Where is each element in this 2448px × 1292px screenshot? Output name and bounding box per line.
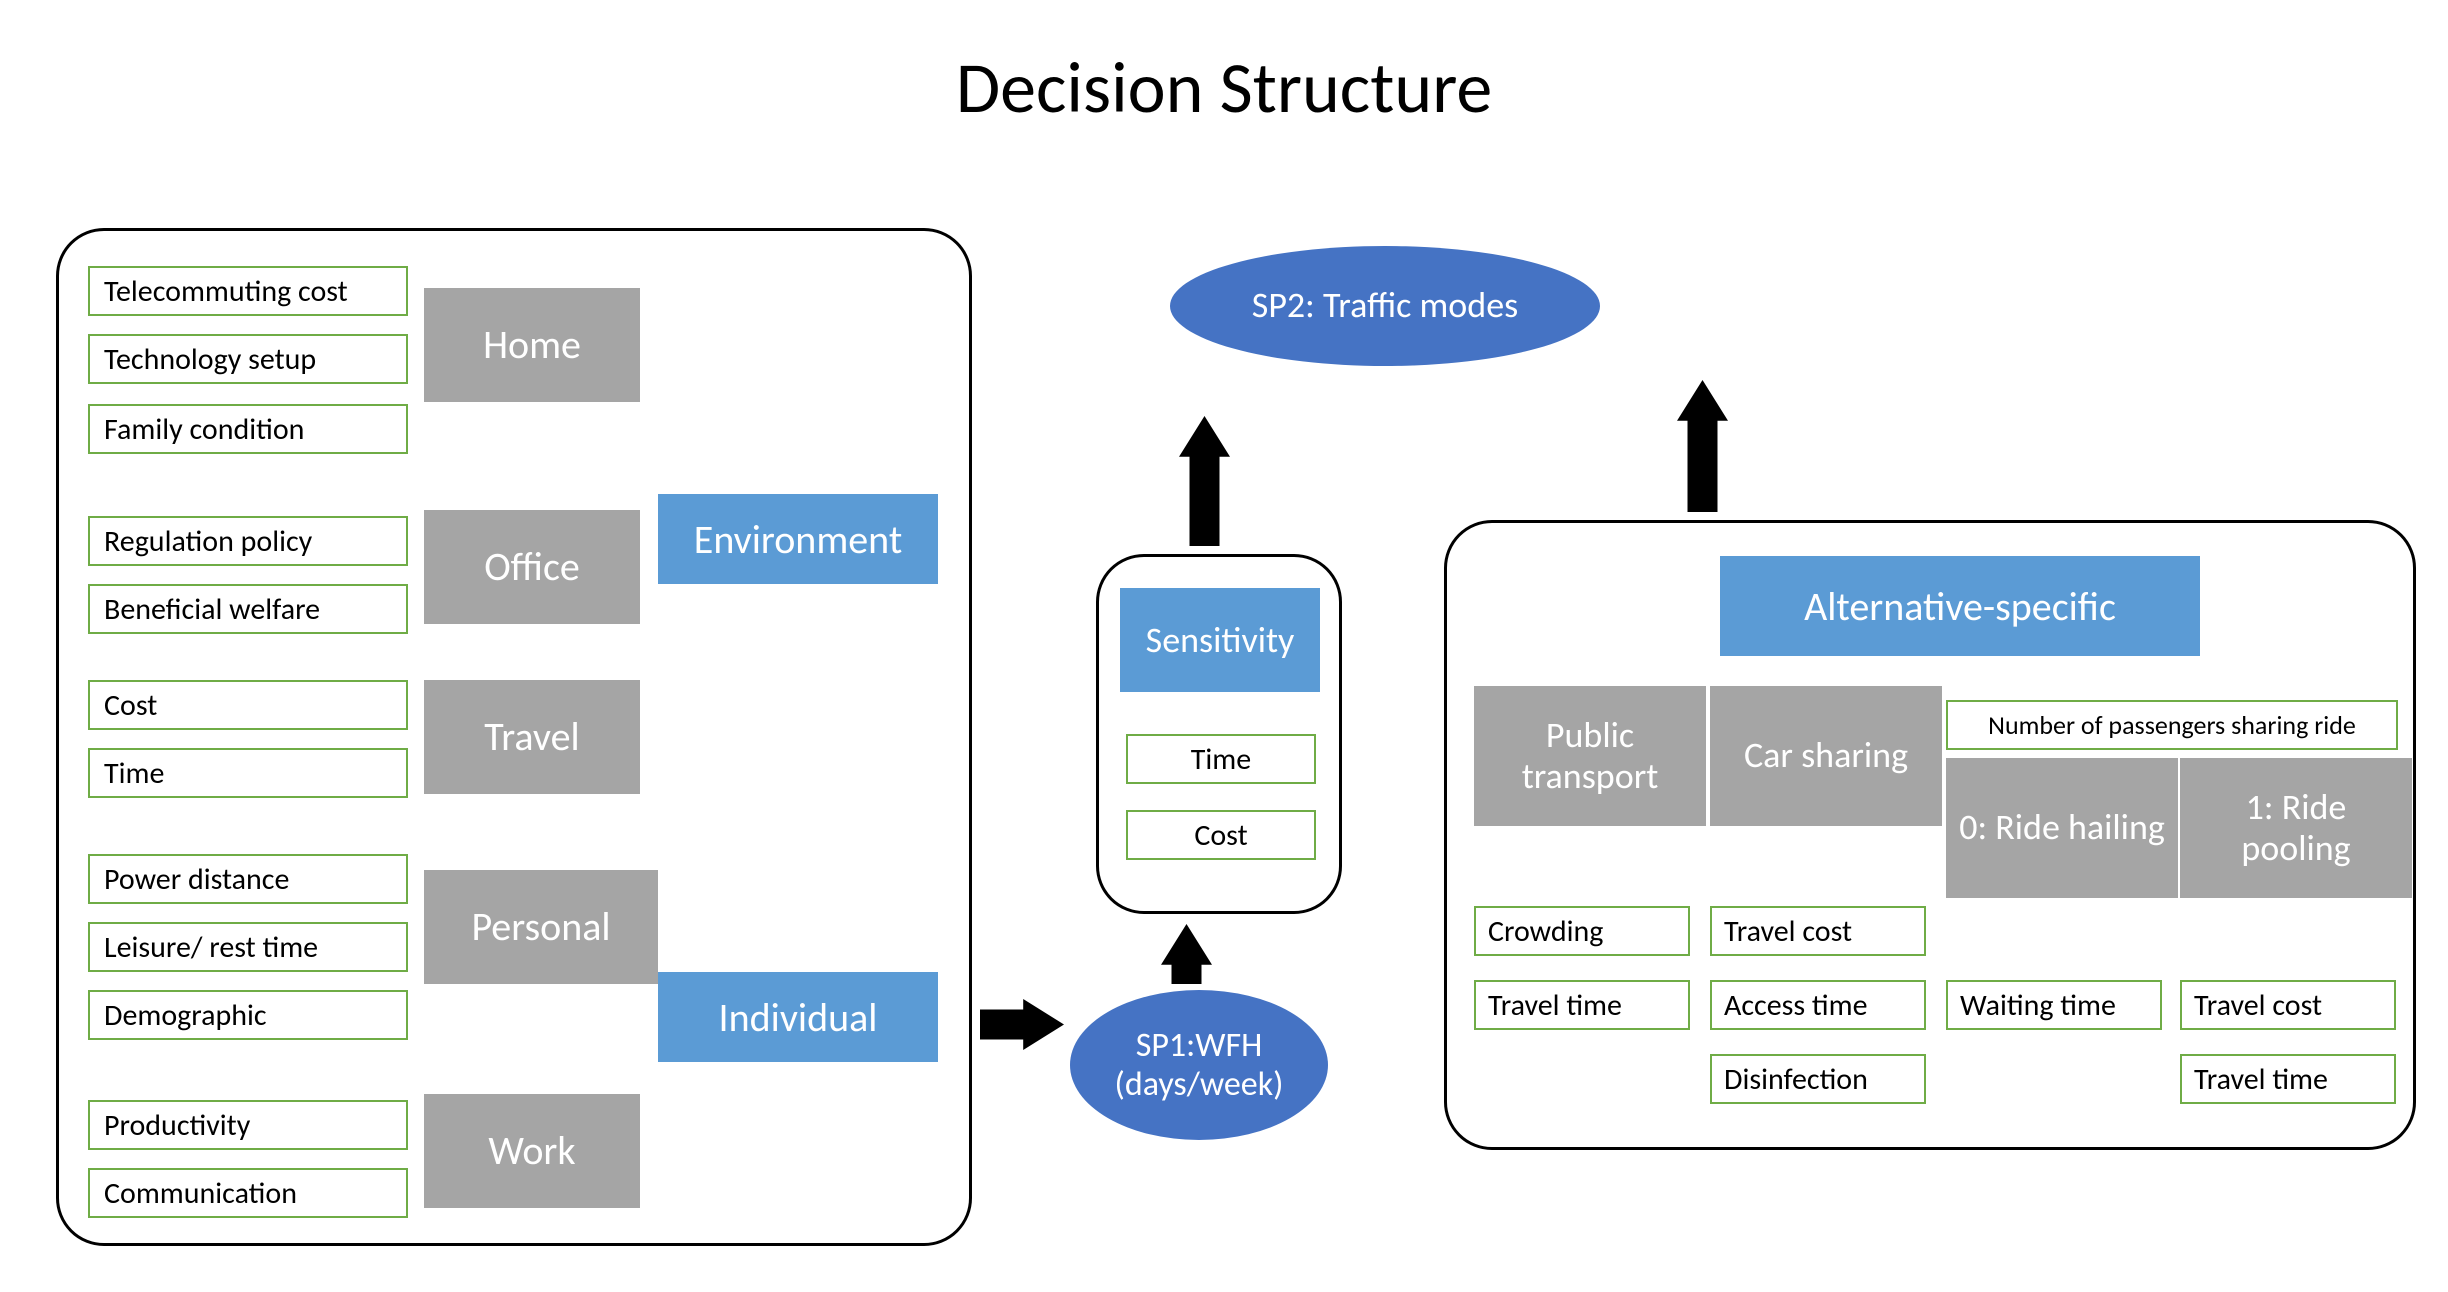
stage-ellipse: SP1:WFH(days/week) (1070, 990, 1328, 1140)
attribute-item: Beneficial welfare (88, 584, 408, 634)
attribute-item: Technology setup (88, 334, 408, 384)
arrow-right-to-sp2 (1677, 380, 1728, 512)
page-title: Decision Structure (0, 44, 2448, 132)
category-box: Home (424, 288, 640, 402)
attribute-item: Access time (1710, 980, 1926, 1030)
attribute-item: Waiting time (1946, 980, 2162, 1030)
category-box: Public transport (1474, 686, 1706, 826)
attribute-item: Number of passengers sharing ride (1946, 700, 2398, 750)
attribute-item: Travel time (2180, 1054, 2396, 1104)
category-box: 1: Ride pooling (2180, 758, 2412, 898)
attribute-item: Communication (88, 1168, 408, 1218)
attribute-item: Cost (1126, 810, 1316, 860)
attribute-item: Travel cost (1710, 906, 1926, 956)
group-box: Sensitivity (1120, 588, 1320, 692)
attribute-item: Time (88, 748, 408, 798)
attribute-item: Productivity (88, 1100, 408, 1150)
stage-ellipse: SP2: Traffic modes (1170, 246, 1600, 366)
category-box: Personal (424, 870, 658, 984)
category-box: 0: Ride hailing (1946, 758, 2178, 898)
group-box: Individual (658, 972, 938, 1062)
attribute-item: Crowding (1474, 906, 1690, 956)
arrow-sens-to-sp2 (1179, 416, 1230, 546)
attribute-item: Power distance (88, 854, 408, 904)
category-box: Car sharing (1710, 686, 1942, 826)
group-box: Alternative-specific (1720, 556, 2200, 656)
group-box: Environment (658, 494, 938, 584)
attribute-item: Travel cost (2180, 980, 2396, 1030)
category-box: Work (424, 1094, 640, 1208)
attribute-item: Demographic (88, 990, 408, 1040)
category-box: Office (424, 510, 640, 624)
category-box: Travel (424, 680, 640, 794)
arrow-sp1-to-sens (1161, 924, 1212, 984)
attribute-item: Travel time (1474, 980, 1690, 1030)
attribute-item: Disinfection (1710, 1054, 1926, 1104)
attribute-item: Regulation policy (88, 516, 408, 566)
arrow-left-to-sp1 (980, 999, 1064, 1050)
attribute-item: Family condition (88, 404, 408, 454)
attribute-item: Telecommuting cost (88, 266, 408, 316)
attribute-item: Cost (88, 680, 408, 730)
attribute-item: Time (1126, 734, 1316, 784)
attribute-item: Leisure/ rest time (88, 922, 408, 972)
